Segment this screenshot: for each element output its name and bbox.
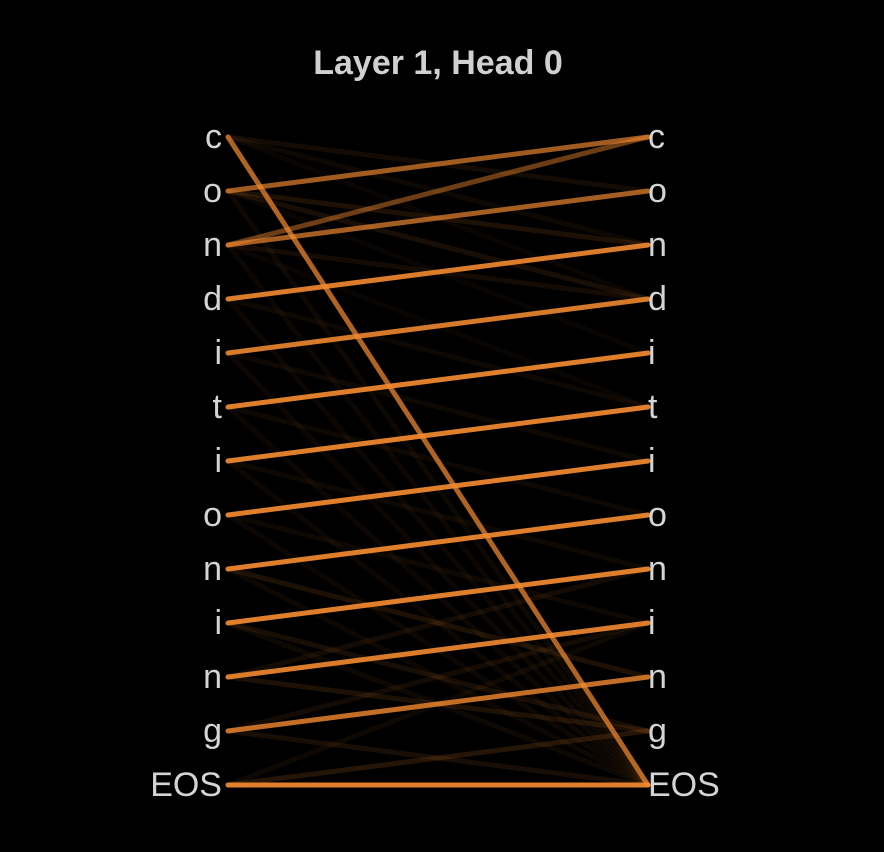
left-token-label[interactable]: c [205,118,222,156]
left-token-label[interactable]: n [203,226,222,264]
left-token-label[interactable]: g [203,712,222,750]
attention-link [225,350,651,788]
right-token-label[interactable]: n [648,550,667,588]
attention-link [225,134,651,248]
attention-link [225,296,651,356]
right-token-label[interactable]: n [648,226,667,264]
attention-link [225,350,651,464]
right-token-label[interactable]: o [648,496,667,534]
attention-link [225,458,651,518]
attention-link [225,566,651,680]
right-token-label[interactable]: i [648,604,656,642]
left-token-label[interactable]: n [203,658,222,696]
right-token-label[interactable]: g [648,712,667,750]
attention-link [225,620,651,734]
left-token-label[interactable]: i [214,334,222,372]
attention-link [225,566,651,788]
right-token-label[interactable]: n [648,658,667,696]
attention-link [225,242,651,788]
left-token-label[interactable]: d [203,280,222,318]
attention-link [225,458,651,572]
attention-link [225,188,651,302]
left-token-label[interactable]: t [213,388,223,426]
left-token-label[interactable]: i [214,604,222,642]
attention-link [225,296,651,410]
attention-link [225,674,651,734]
chart-title: Layer 1, Head 0 [313,44,563,82]
left-token-label[interactable]: o [203,172,222,210]
attention-link [225,566,651,626]
right-token-label[interactable]: d [648,280,667,318]
attention-link [225,458,651,788]
right-token-label[interactable]: c [648,118,665,156]
right-token-label[interactable]: t [648,388,658,426]
attention-link [225,188,651,248]
attention-link [225,134,651,248]
right-token-label[interactable]: o [648,172,667,210]
left-token-label[interactable]: n [203,550,222,588]
attention-link [225,134,651,194]
attention-link [225,566,651,680]
right-token-label[interactable]: EOS [648,766,720,804]
attention-link [225,620,651,680]
attention-link [225,242,651,302]
right-token-label[interactable]: i [648,442,656,480]
left-token-label[interactable]: EOS [150,766,222,804]
attention-link [225,728,651,788]
left-token-label[interactable]: o [203,496,222,534]
attention-link [225,620,651,734]
attention-link [225,728,651,788]
attention-link [225,134,651,788]
attention-link [225,350,651,410]
attention-links [225,134,651,788]
right-token-label[interactable]: i [648,334,656,372]
attention-link [225,512,651,572]
attention-link [225,512,651,626]
attention-link [225,404,651,464]
left-token-label[interactable]: i [214,442,222,480]
